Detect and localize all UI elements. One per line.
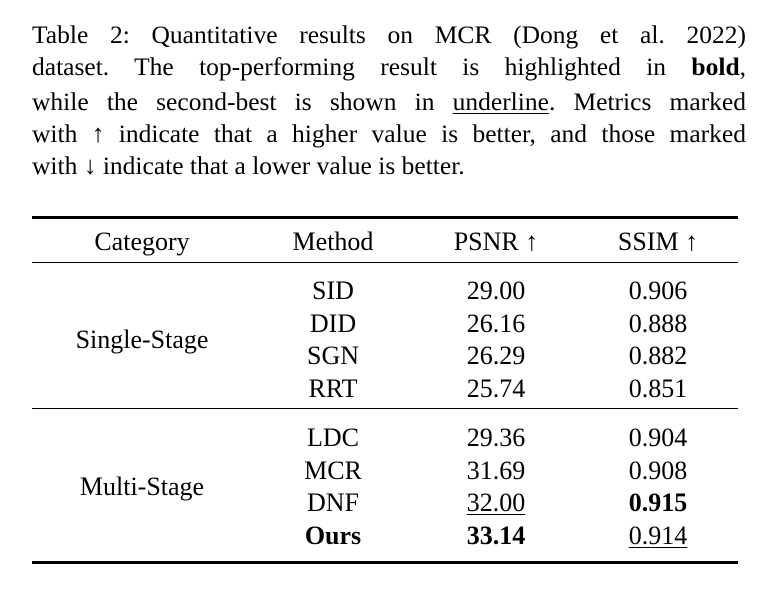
value-cell: 0.882 — [628, 341, 688, 370]
column-header: Category — [94, 227, 190, 256]
column-header: SSIM ↑ — [617, 227, 699, 256]
method-cell: LDC — [307, 423, 359, 452]
caption-line: dataset. The top-performing result is hi… — [32, 51, 746, 83]
caption-text: with ↓ indicate that a lower value is be… — [32, 151, 465, 180]
caption-line: with ↓ indicate that a lower value is be… — [32, 150, 746, 182]
value-cell: 0.914 — [628, 520, 688, 550]
method-cell: DID — [309, 308, 357, 338]
value-cell: 32.00 — [466, 488, 526, 517]
value-cell: 29.00 — [466, 276, 526, 305]
method-cell: RRT — [308, 373, 358, 403]
caption-bold: bold — [691, 52, 740, 81]
bottom-rule — [32, 561, 738, 564]
method-cell: DNF — [306, 488, 360, 517]
caption-text: dataset. The top-performing result is hi… — [32, 52, 692, 81]
caption-underline: underline — [452, 87, 549, 116]
method-cell: SID — [312, 276, 354, 305]
value-cell: 0.851 — [628, 373, 688, 403]
value-cell: 26.29 — [466, 341, 526, 370]
value-cell: 0.906 — [628, 276, 688, 305]
category-cell: Single-Stage — [75, 324, 209, 354]
value-cell: 26.16 — [466, 308, 526, 338]
value-cell: 0.908 — [628, 455, 688, 485]
caption-line: with ↑ indicate that a higher value is b… — [32, 118, 746, 150]
value-cell: 0.915 — [628, 488, 688, 517]
caption-line: Table 2: Quantitative results on MCR (Do… — [32, 19, 746, 51]
column-header: Method — [292, 227, 374, 256]
method-cell: MCR — [304, 455, 362, 485]
group-rule — [32, 408, 738, 409]
category-cell: Multi-Stage — [79, 471, 205, 501]
caption-line: while the second-best is shown in underl… — [32, 86, 746, 118]
value-cell: 0.904 — [628, 423, 688, 452]
value-cell: 0.888 — [628, 308, 688, 338]
method-cell: Ours — [304, 520, 362, 550]
caption-text: . Metrics marked — [548, 87, 747, 116]
caption-text: with ↑ indicate that a higher value is b… — [32, 119, 746, 148]
method-cell: SGN — [306, 341, 360, 370]
column-header: PSNR ↑ — [453, 227, 539, 256]
value-cell: 25.74 — [466, 373, 526, 403]
value-cell: 33.14 — [466, 520, 526, 550]
caption-text: , — [739, 52, 746, 81]
value-cell: 29.36 — [466, 423, 526, 452]
mid-rule — [32, 262, 738, 263]
caption-text: while the second-best is shown in — [32, 87, 453, 116]
top-rule — [32, 216, 738, 219]
caption-text: Table 2: Quantitative results on MCR (Do… — [32, 20, 746, 49]
value-cell: 31.69 — [466, 455, 526, 485]
